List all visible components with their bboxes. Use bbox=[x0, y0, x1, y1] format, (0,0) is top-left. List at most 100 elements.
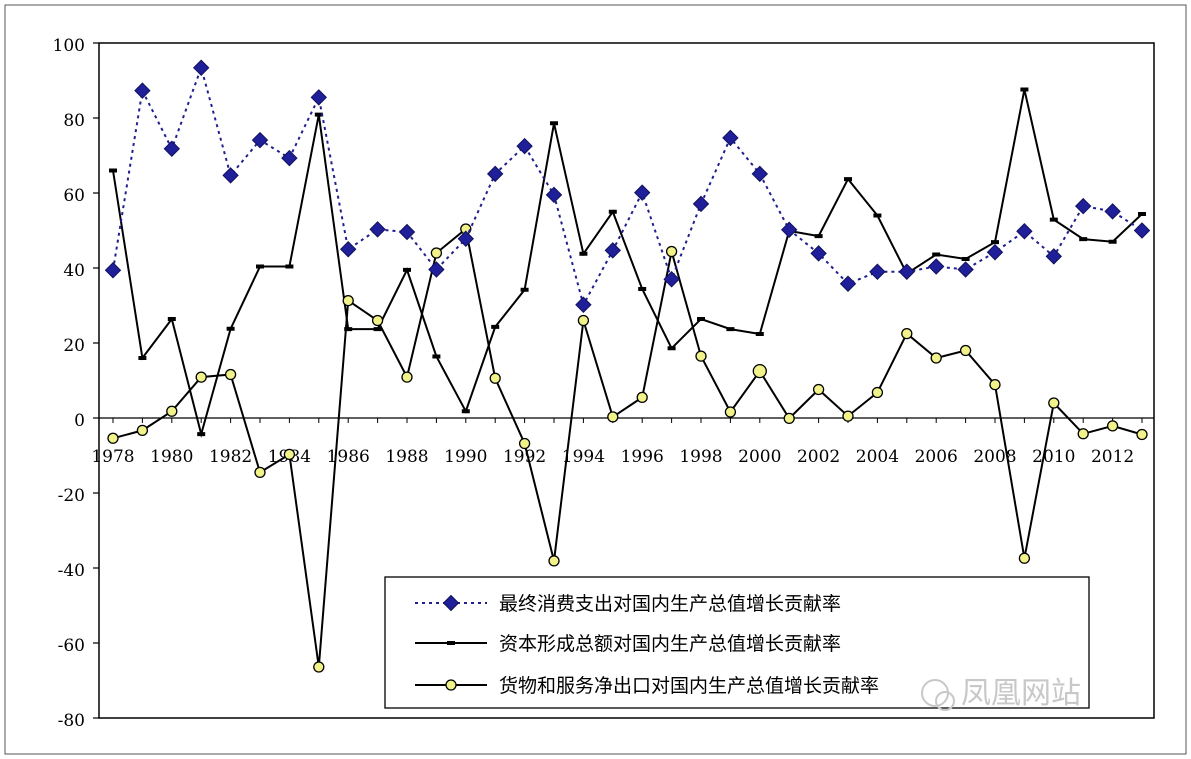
point-capital-formation bbox=[755, 332, 764, 336]
point-final-consumption bbox=[222, 167, 239, 184]
point-final-consumption bbox=[192, 59, 210, 76]
point-net-exports bbox=[224, 368, 237, 381]
point-net-exports bbox=[518, 437, 531, 450]
point-capital-formation bbox=[638, 287, 647, 291]
point-net-exports bbox=[812, 383, 825, 396]
watermark-logo-icon-inner bbox=[935, 691, 955, 711]
point-final-consumption bbox=[692, 195, 710, 213]
x-tick-label: 2008 bbox=[973, 447, 1016, 467]
y-tick-label: 100 bbox=[53, 36, 85, 56]
legend-label: 货物和服务净出口对国内生产总值增长贡献率 bbox=[499, 675, 879, 697]
point-net-exports bbox=[783, 412, 795, 425]
point-capital-formation bbox=[932, 252, 941, 257]
y-tick-label: 20 bbox=[63, 336, 85, 356]
y-tick-label: 40 bbox=[63, 261, 85, 281]
point-net-exports bbox=[548, 555, 560, 567]
point-final-consumption bbox=[104, 262, 122, 279]
x-tick-label: 2012 bbox=[1091, 447, 1134, 467]
point-capital-formation bbox=[608, 209, 617, 214]
y-tick-label: -80 bbox=[58, 711, 85, 731]
point-final-consumption bbox=[1074, 197, 1092, 215]
x-tick-label: 1996 bbox=[621, 447, 664, 467]
point-capital-formation bbox=[697, 317, 705, 321]
point-net-exports bbox=[1018, 552, 1031, 564]
point-final-consumption bbox=[310, 89, 328, 106]
point-final-consumption bbox=[398, 223, 416, 241]
point-net-exports bbox=[136, 424, 149, 437]
point-capital-formation bbox=[285, 264, 294, 269]
point-net-exports bbox=[577, 314, 590, 327]
point-final-consumption bbox=[780, 221, 798, 238]
point-final-consumption bbox=[839, 275, 857, 292]
y-tick-label: 80 bbox=[63, 111, 85, 131]
legend-label: 最终消费支出对国内生产总值增长贡献率 bbox=[499, 593, 841, 615]
plot-area bbox=[98, 42, 1155, 719]
point-capital-formation bbox=[1049, 217, 1058, 222]
point-capital-formation bbox=[167, 317, 176, 321]
point-capital-formation bbox=[1138, 212, 1146, 216]
point-net-exports bbox=[489, 372, 501, 384]
y-tick-label: -60 bbox=[58, 636, 85, 656]
legend-label: 资本形成总额对国内生产总值增长贡献率 bbox=[499, 633, 841, 655]
point-capital-formation bbox=[873, 213, 882, 218]
point-final-consumption bbox=[486, 165, 504, 183]
x-tick-label: 1990 bbox=[444, 447, 487, 467]
point-final-consumption bbox=[281, 149, 298, 167]
point-capital-formation bbox=[991, 240, 999, 245]
point-final-consumption bbox=[957, 261, 974, 278]
point-final-consumption bbox=[927, 258, 945, 275]
point-net-exports bbox=[371, 314, 384, 327]
point-capital-formation bbox=[109, 168, 117, 173]
point-final-consumption bbox=[604, 242, 622, 259]
point-net-exports bbox=[989, 378, 1001, 391]
point-net-exports bbox=[901, 327, 913, 340]
point-net-exports bbox=[665, 245, 678, 258]
legend-marker-final-consumption bbox=[442, 594, 460, 612]
point-final-consumption bbox=[869, 263, 886, 280]
point-net-exports bbox=[166, 405, 178, 417]
point-capital-formation bbox=[844, 177, 852, 182]
point-net-exports bbox=[607, 411, 619, 423]
x-tick-label: 1994 bbox=[562, 447, 605, 467]
point-final-consumption bbox=[1016, 223, 1033, 240]
point-final-consumption bbox=[457, 230, 475, 247]
x-tick-label: 2000 bbox=[738, 447, 781, 467]
y-tick-label: 0 bbox=[74, 411, 85, 431]
point-capital-formation bbox=[226, 326, 235, 331]
point-capital-formation bbox=[461, 409, 470, 414]
point-capital-formation bbox=[1108, 239, 1117, 244]
point-final-consumption bbox=[545, 186, 563, 204]
point-net-exports bbox=[107, 432, 119, 444]
point-capital-formation bbox=[1020, 87, 1029, 92]
point-net-exports bbox=[1136, 428, 1148, 441]
point-net-exports bbox=[342, 294, 354, 307]
point-capital-formation bbox=[373, 327, 382, 332]
point-capital-formation bbox=[726, 327, 735, 332]
point-capital-formation bbox=[197, 432, 206, 437]
point-final-consumption bbox=[1045, 248, 1063, 265]
point-net-exports bbox=[430, 247, 443, 259]
point-net-exports bbox=[283, 448, 296, 461]
point-net-exports bbox=[724, 406, 737, 418]
x-tick-label: 2002 bbox=[797, 447, 840, 467]
x-tick-label: 1986 bbox=[327, 447, 370, 467]
point-capital-formation bbox=[314, 112, 323, 117]
x-tick-label: 2004 bbox=[856, 447, 899, 467]
y-tick-label: 60 bbox=[63, 186, 85, 206]
point-net-exports bbox=[401, 371, 413, 383]
watermark-text: 凤凰网站 bbox=[961, 676, 1081, 711]
point-capital-formation bbox=[403, 267, 411, 272]
outer-frame bbox=[4, 4, 1187, 755]
point-capital-formation bbox=[667, 346, 676, 351]
point-final-consumption bbox=[751, 165, 769, 183]
point-net-exports bbox=[752, 363, 767, 379]
point-capital-formation bbox=[344, 327, 353, 332]
point-capital-formation bbox=[1079, 237, 1088, 242]
point-final-consumption bbox=[663, 271, 680, 288]
x-tick-label: 1998 bbox=[679, 447, 722, 467]
x-tick-label: 1978 bbox=[91, 447, 134, 467]
point-capital-formation bbox=[491, 324, 500, 329]
point-capital-formation bbox=[432, 354, 441, 359]
x-tick-label: 1988 bbox=[385, 447, 428, 467]
